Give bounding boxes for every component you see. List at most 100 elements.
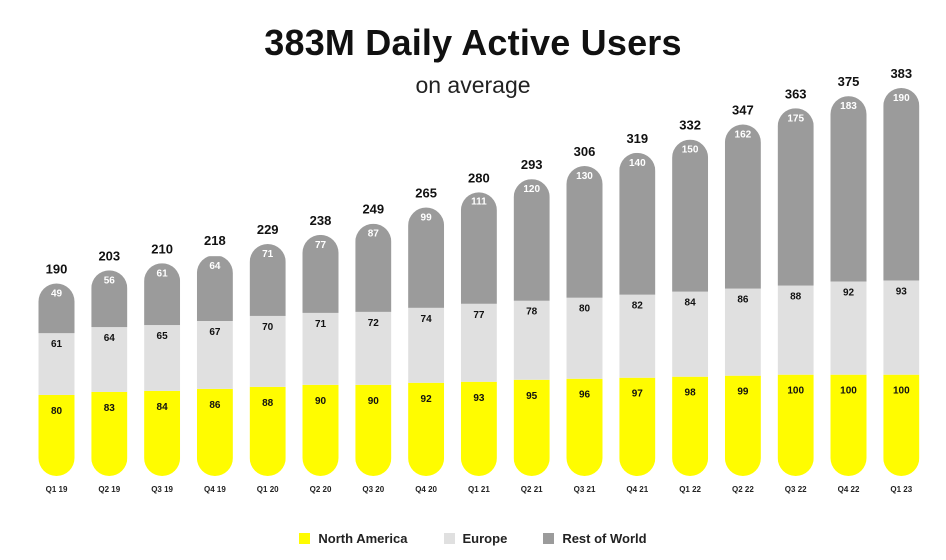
segment-europe-q2-19 xyxy=(91,327,128,392)
stacked-bar-chart: 80 61 49 190 Q1 19 83 64 56 203 Q2 19 84 65 61 210 Q3 … xyxy=(38,66,920,494)
total-label-q2-19: 203 xyxy=(98,248,120,263)
segment-north-america-q2-19 xyxy=(91,391,128,476)
data-label-europe-q1-23: 93 xyxy=(896,286,908,297)
data-label-europe-q4-19: 67 xyxy=(209,327,221,338)
bar-q1-19 xyxy=(38,283,75,476)
total-label-q1-21: 280 xyxy=(468,170,490,185)
data-label-north-america-q1-20: 88 xyxy=(262,398,274,409)
data-label-north-america-q4-19: 86 xyxy=(209,400,221,411)
bar-q1-21 xyxy=(460,192,497,476)
data-label-north-america-q4-21: 97 xyxy=(632,389,644,400)
segment-europe-q3-20 xyxy=(355,311,392,385)
category-label-q3-19: Q3 19 xyxy=(151,485,173,494)
data-label-europe-q2-21: 78 xyxy=(526,307,538,318)
segment-rest-of-world-q1-22 xyxy=(672,139,709,292)
data-label-north-america-q4-20: 92 xyxy=(421,394,433,405)
legend-label-rest-of-world: Rest of World xyxy=(562,531,647,546)
category-label-q2-19: Q2 19 xyxy=(98,485,120,494)
legend-item-europe: Europe xyxy=(443,531,508,546)
data-label-north-america-q2-19: 83 xyxy=(104,403,116,414)
data-label-europe-q1-21: 77 xyxy=(473,310,485,321)
segment-north-america-q4-21 xyxy=(619,377,656,476)
data-label-north-america-q2-21: 95 xyxy=(526,391,538,402)
legend-swatch-europe xyxy=(443,533,455,544)
segment-rest-of-world-q4-19 xyxy=(196,256,233,322)
labels-layer: 80 61 49 190 Q1 19 83 64 56 203 Q2 19 84 65 61 210 Q3 … xyxy=(46,66,913,494)
data-label-north-america-q1-19: 80 xyxy=(51,406,63,417)
segment-europe-q1-22 xyxy=(672,291,709,377)
legend-label-europe: Europe xyxy=(462,531,508,546)
total-label-q1-20: 229 xyxy=(257,222,279,237)
segment-europe-q4-22 xyxy=(830,281,867,375)
category-label-q2-22: Q2 22 xyxy=(732,485,754,494)
legend-label-north-america: North America xyxy=(318,531,408,546)
segment-europe-q2-20 xyxy=(302,312,339,385)
data-label-rest-of-world-q1-21: 111 xyxy=(471,196,487,207)
data-label-europe-q2-22: 86 xyxy=(737,295,749,306)
data-label-north-america-q3-22: 100 xyxy=(787,386,804,397)
category-label-q1-21: Q1 21 xyxy=(468,485,490,494)
category-label-q4-19: Q4 19 xyxy=(204,485,226,494)
category-label-q3-22: Q3 22 xyxy=(785,485,807,494)
total-label-q4-22: 375 xyxy=(838,74,860,89)
segment-rest-of-world-q3-20 xyxy=(355,223,392,312)
data-label-north-america-q4-22: 100 xyxy=(840,386,857,397)
segment-europe-q3-19 xyxy=(144,325,181,391)
data-label-europe-q3-19: 65 xyxy=(157,331,169,342)
segment-rest-of-world-q1-20 xyxy=(249,244,286,316)
segment-north-america-q4-19 xyxy=(196,388,233,476)
segment-europe-q4-19 xyxy=(196,321,233,389)
data-label-rest-of-world-q4-20: 99 xyxy=(421,213,433,224)
data-label-north-america-q3-21: 96 xyxy=(579,390,591,401)
segment-north-america-q1-20 xyxy=(249,386,286,476)
segment-north-america-q1-23 xyxy=(883,374,920,476)
total-label-q2-22: 347 xyxy=(732,102,754,117)
segment-europe-q4-21 xyxy=(619,294,656,378)
data-label-rest-of-world-q3-21: 130 xyxy=(576,171,593,182)
total-label-q4-19: 218 xyxy=(204,233,226,248)
segment-europe-q2-21 xyxy=(513,300,550,380)
bars-layer xyxy=(38,88,920,476)
total-label-q3-21: 306 xyxy=(574,144,596,159)
segment-europe-q1-20 xyxy=(249,315,286,387)
category-label-q1-23: Q1 23 xyxy=(890,485,912,494)
segment-europe-q3-22 xyxy=(777,285,814,375)
data-label-europe-q4-22: 92 xyxy=(843,287,855,298)
segment-north-america-q3-19 xyxy=(144,390,181,476)
bar-q2-21 xyxy=(513,179,550,476)
segment-north-america-q4-20 xyxy=(408,382,445,476)
segment-rest-of-world-q3-21 xyxy=(566,166,603,298)
bar-q2-20 xyxy=(302,234,339,476)
category-label-q3-21: Q3 21 xyxy=(574,485,596,494)
data-label-north-america-q2-20: 90 xyxy=(315,396,327,407)
total-label-q3-20: 249 xyxy=(362,202,384,217)
total-label-q1-23: 383 xyxy=(890,66,912,81)
bar-q2-19 xyxy=(91,270,128,476)
segment-north-america-q3-20 xyxy=(355,384,392,476)
data-label-rest-of-world-q3-19: 61 xyxy=(157,268,169,279)
data-label-rest-of-world-q2-22: 162 xyxy=(735,129,752,140)
segment-europe-q1-23 xyxy=(883,280,920,375)
total-label-q3-19: 210 xyxy=(151,241,173,256)
legend-item-rest-of-world: Rest of World xyxy=(543,531,647,546)
category-label-q4-22: Q4 22 xyxy=(838,485,860,494)
legend-item-north-america: North America xyxy=(299,531,408,546)
segment-rest-of-world-q2-20 xyxy=(302,234,339,313)
segment-rest-of-world-q4-22 xyxy=(830,96,867,282)
bar-q2-22 xyxy=(724,124,761,476)
data-label-rest-of-world-q3-20: 87 xyxy=(368,229,380,240)
bar-q3-19 xyxy=(144,263,181,476)
segment-europe-q1-21 xyxy=(460,303,497,382)
segment-rest-of-world-q2-19 xyxy=(91,270,128,328)
bar-q4-21 xyxy=(619,152,656,476)
segment-rest-of-world-q3-22 xyxy=(777,108,814,286)
segment-north-america-q4-22 xyxy=(830,374,867,476)
data-label-north-america-q1-21: 93 xyxy=(473,393,485,404)
data-label-rest-of-world-q4-21: 140 xyxy=(629,158,646,169)
data-label-europe-q3-20: 72 xyxy=(368,318,380,329)
bar-q4-22 xyxy=(830,96,867,476)
bar-q3-21 xyxy=(566,166,603,476)
bar-q3-22 xyxy=(777,108,814,476)
data-label-rest-of-world-q1-23: 190 xyxy=(893,93,910,104)
segment-europe-q4-20 xyxy=(408,307,445,383)
